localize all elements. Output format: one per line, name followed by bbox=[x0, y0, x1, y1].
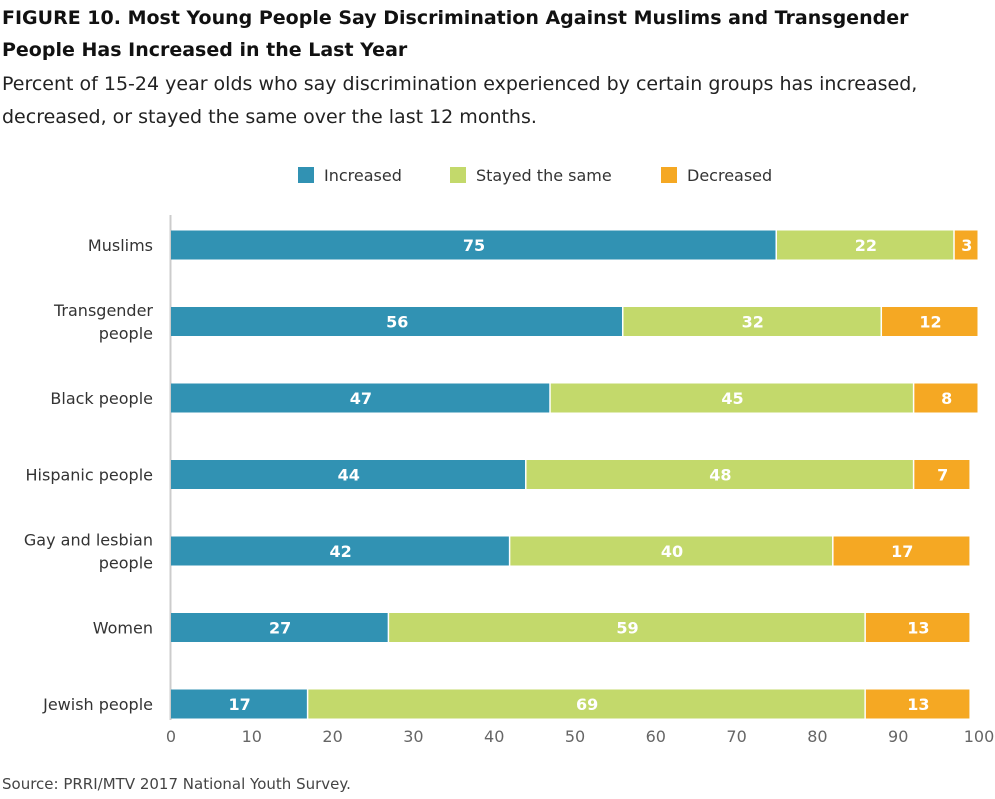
data-label-gay-and-lesbian-people-stayed-the-same: 40 bbox=[661, 542, 683, 561]
source-note: Source: PRRI/MTV 2017 National Youth Sur… bbox=[2, 775, 351, 793]
data-label-gay-and-lesbian-people-increased: 42 bbox=[330, 542, 352, 561]
category-label-jewish-people: Jewish people bbox=[42, 695, 153, 714]
data-label-jewish-people-increased: 17 bbox=[229, 695, 251, 714]
data-label-muslims-increased: 75 bbox=[463, 236, 485, 255]
bar-women-increased bbox=[171, 613, 388, 642]
data-label-jewish-people-stayed-the-same: 69 bbox=[576, 695, 598, 714]
bar-jewish-people-decreased bbox=[865, 689, 970, 719]
category-label-muslims: Muslims bbox=[88, 236, 153, 255]
data-label-hispanic-people-decreased: 7 bbox=[937, 466, 948, 485]
data-label-gay-and-lesbian-people-decreased: 17 bbox=[891, 542, 913, 561]
x-tick-label-10: 10 bbox=[242, 727, 262, 746]
bar-muslims-stayed-the-same bbox=[777, 230, 954, 260]
category-label-gay-and-lesbian-people-line-1: Gay and lesbian bbox=[24, 531, 153, 550]
bar-muslims-increased bbox=[171, 230, 776, 260]
bar-gay-and-lesbian-people-stayed-the-same bbox=[510, 536, 833, 566]
bar-women-decreased bbox=[865, 613, 970, 642]
bar-jewish-people-increased bbox=[171, 689, 307, 719]
data-label-transgender-people-stayed-the-same: 32 bbox=[742, 313, 764, 332]
legend-label-decreased: Decreased bbox=[687, 165, 773, 185]
x-tick-label-0: 0 bbox=[166, 727, 176, 746]
data-label-jewish-people-decreased: 13 bbox=[907, 695, 929, 714]
category-label-hispanic-people: Hispanic people bbox=[26, 466, 153, 485]
bar-transgender-people-increased bbox=[171, 307, 622, 336]
data-label-muslims-decreased: 3 bbox=[961, 236, 972, 255]
x-tick-label-30: 30 bbox=[403, 727, 423, 746]
bar-jewish-people-stayed-the-same bbox=[308, 689, 865, 719]
x-tick-label-50: 50 bbox=[565, 727, 585, 746]
bar-transgender-people-decreased bbox=[882, 307, 978, 336]
chart-subtitle: Percent of 15-24 year olds who say discr… bbox=[2, 73, 918, 128]
x-tick-label-20: 20 bbox=[322, 727, 342, 746]
legend-label-stayed-the-same: Stayed the same bbox=[476, 165, 612, 185]
bar-transgender-people-stayed-the-same bbox=[623, 307, 881, 336]
legend-item-decreased: Decreased bbox=[661, 164, 772, 186]
legend-swatch-increased bbox=[298, 167, 314, 183]
bar-gay-and-lesbian-people-decreased bbox=[833, 536, 970, 566]
chart-title: FIGURE 10. Most Young People Say Discrim… bbox=[2, 7, 909, 61]
bar-hispanic-people-increased bbox=[171, 460, 526, 489]
legend-swatch-decreased bbox=[661, 167, 677, 183]
x-tick-label-70: 70 bbox=[726, 727, 746, 746]
bar-hispanic-people-stayed-the-same bbox=[526, 460, 913, 489]
bar-black-people-stayed-the-same bbox=[550, 383, 913, 413]
data-label-transgender-people-increased: 56 bbox=[386, 313, 408, 332]
data-label-women-decreased: 13 bbox=[907, 619, 929, 638]
category-label-transgender-people-line-1: Transgender bbox=[53, 301, 153, 320]
data-label-women-increased: 27 bbox=[269, 619, 291, 638]
bar-women-stayed-the-same bbox=[389, 613, 865, 642]
data-label-hispanic-people-increased: 44 bbox=[338, 466, 360, 485]
stacked-bar-chart: Muslims 75 22 3 Transgender people 56 32 12 Black… bbox=[24, 215, 995, 746]
x-tick-label-90: 90 bbox=[888, 727, 908, 746]
x-tick-label-100: 100 bbox=[964, 727, 995, 746]
legend: Increased Stayed the same Decreased bbox=[0, 164, 995, 186]
category-label-women: Women bbox=[93, 619, 153, 638]
legend-label-increased: Increased bbox=[324, 165, 402, 185]
legend-item-stayed-the-same: Stayed the same bbox=[450, 164, 612, 186]
bar-muslims-decreased bbox=[954, 230, 978, 260]
category-label-black-people: Black people bbox=[50, 389, 153, 408]
bar-gay-and-lesbian-people-increased bbox=[171, 536, 509, 566]
x-tick-label-60: 60 bbox=[646, 727, 666, 746]
data-label-black-people-decreased: 8 bbox=[941, 389, 952, 408]
bar-black-people-decreased bbox=[914, 383, 978, 413]
bar-hispanic-people-decreased bbox=[914, 460, 970, 489]
data-label-hispanic-people-stayed-the-same: 48 bbox=[709, 466, 731, 485]
category-label-transgender-people-line-2: people bbox=[99, 324, 153, 343]
data-label-black-people-increased: 47 bbox=[350, 389, 372, 408]
data-label-transgender-people-decreased: 12 bbox=[919, 313, 941, 332]
x-tick-label-40: 40 bbox=[484, 727, 504, 746]
category-label-gay-and-lesbian-people-line-2: people bbox=[99, 554, 153, 573]
data-label-black-people-stayed-the-same: 45 bbox=[721, 389, 743, 408]
bar-black-people-increased bbox=[171, 383, 550, 413]
data-label-muslims-stayed-the-same: 22 bbox=[855, 236, 877, 255]
data-label-women-stayed-the-same: 59 bbox=[616, 619, 638, 638]
legend-swatch-stayed-the-same bbox=[450, 167, 466, 183]
x-tick-label-80: 80 bbox=[807, 727, 827, 746]
legend-item-increased: Increased bbox=[298, 164, 402, 186]
